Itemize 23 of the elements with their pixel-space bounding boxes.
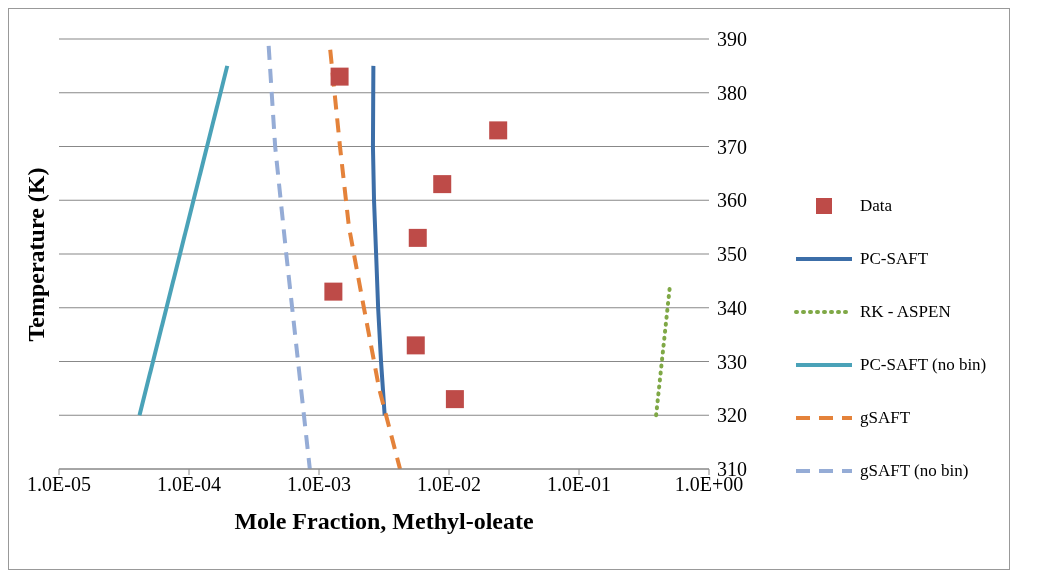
y-tick-label: 360 [717,189,747,212]
x-axis-title: Mole Fraction, Methyl-oleate [234,508,534,534]
y-tick-label: 370 [717,135,747,158]
x-tick-label: 1.0E-04 [157,473,221,496]
y-tick-label: 320 [717,404,747,427]
legend-label: PC-SAFT [860,248,929,269]
x-tick-label: 1.0E-03 [287,473,351,496]
y-axis-title: Temperature (K) [22,167,50,341]
x-tick-label: 1.0E-02 [417,473,481,496]
y-tick-label: 340 [717,296,747,319]
x-tick-label: 1.0E-05 [27,473,91,496]
legend-label: RK - ASPEN [860,301,951,322]
y-tick-label: 350 [717,243,747,266]
line-series [370,63,387,418]
y-tick-label: 330 [717,350,747,373]
y-tick-label: 380 [717,81,747,104]
legend-label: PC-SAFT (no bin) [860,354,987,375]
y-tick-label: 390 [717,28,747,51]
line-series [266,43,312,469]
legend-label: gSAFT (no bin) [860,460,969,481]
legend-label: Data [860,195,893,216]
legend-label: gSAFT [860,407,911,428]
x-tick-label: 1.0E-01 [547,473,611,496]
